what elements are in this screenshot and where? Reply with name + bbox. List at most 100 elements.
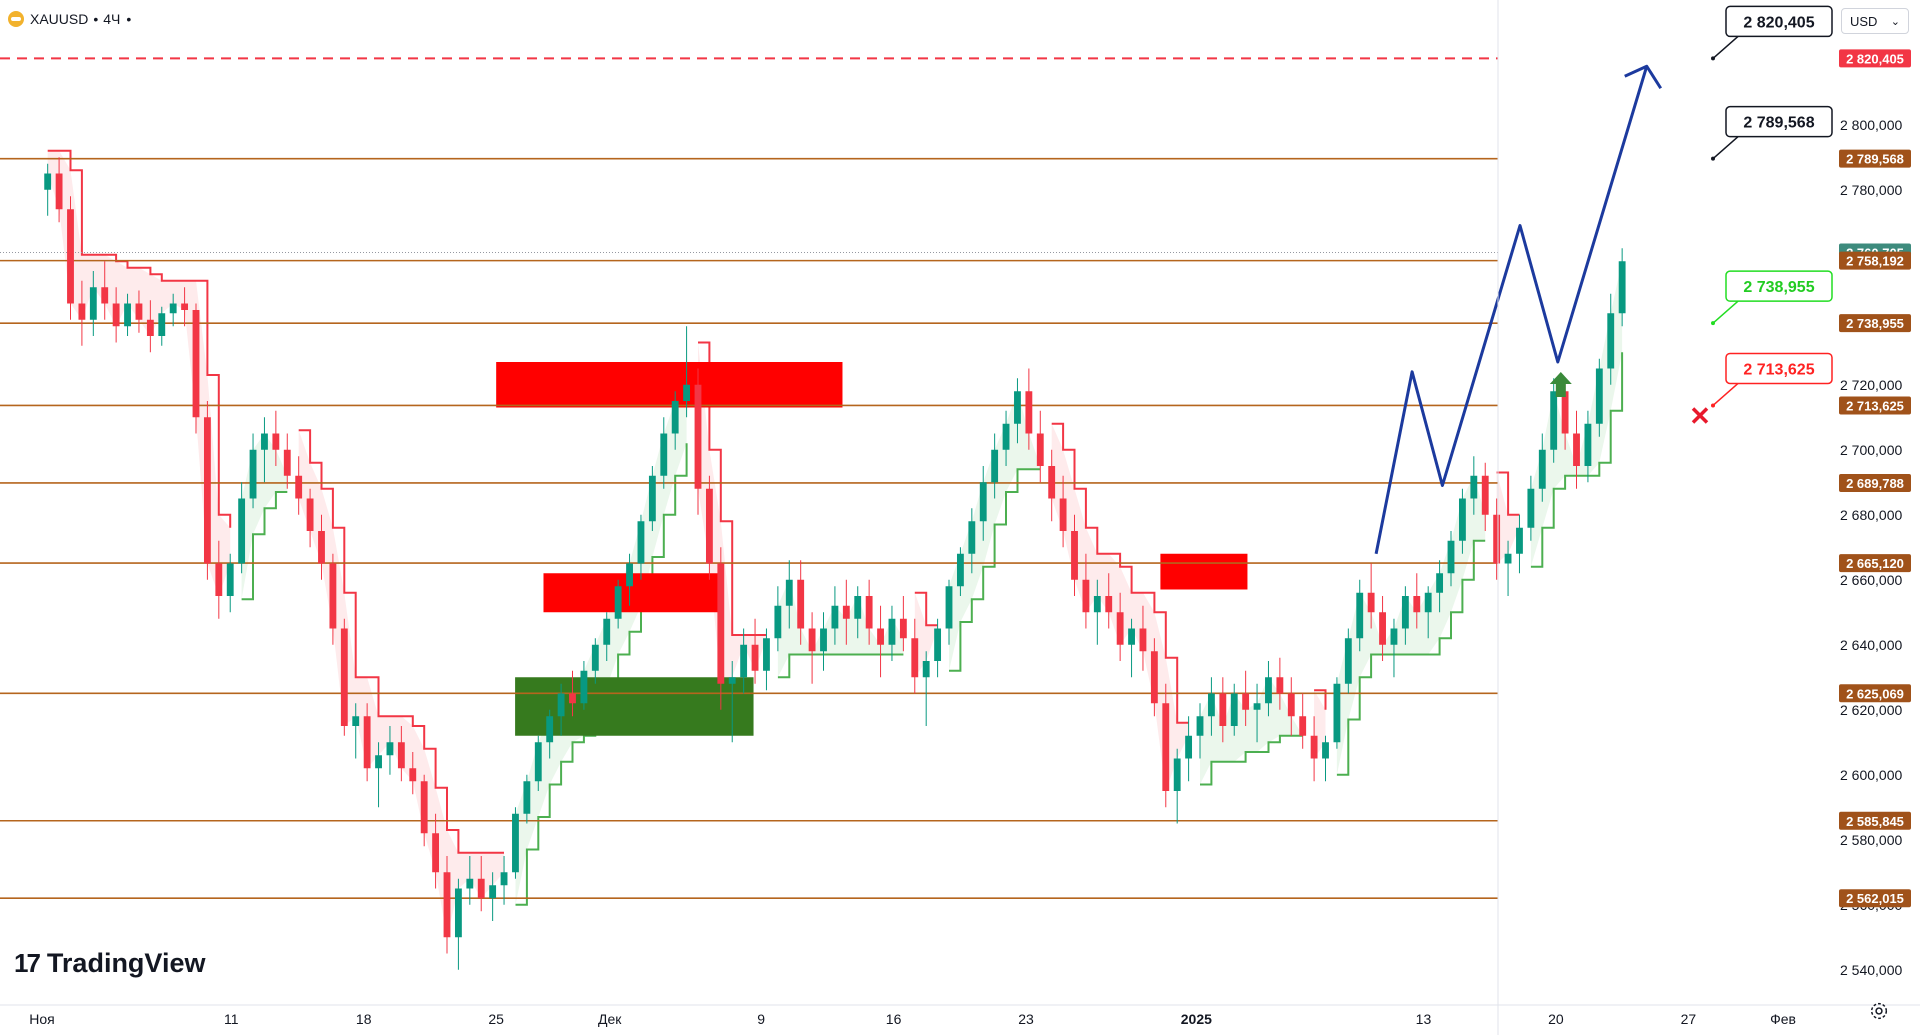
price-tag-label: 2 585,845 bbox=[1846, 814, 1904, 829]
candle-body bbox=[512, 813, 519, 873]
candle-body bbox=[865, 596, 873, 629]
price-callouts: 2 820,405 2 789,568 2 738,955 2 713,625 bbox=[1711, 5, 1833, 408]
symbol-name: XAUUSD bbox=[30, 11, 89, 27]
candle-body bbox=[1116, 612, 1124, 645]
tradingview-logo[interactable]: 17 TradingView bbox=[14, 948, 205, 979]
candle-body bbox=[409, 768, 417, 782]
candle-body bbox=[89, 287, 97, 320]
y-tick-label: 2 640,000 bbox=[1840, 637, 1902, 653]
candle-body bbox=[44, 173, 52, 190]
x-tick-label: 20 bbox=[1548, 1011, 1564, 1027]
y-tick-label: 2 700,000 bbox=[1840, 442, 1902, 458]
candle-body bbox=[922, 661, 930, 678]
candle-body bbox=[1014, 391, 1021, 424]
callout-box bbox=[1725, 270, 1833, 302]
candle-body bbox=[979, 482, 987, 522]
price-tag bbox=[1839, 889, 1911, 908]
candle-body bbox=[1481, 475, 1489, 515]
candle-body bbox=[911, 638, 919, 678]
candle-body bbox=[352, 716, 360, 726]
candle-body bbox=[78, 303, 86, 320]
candle-body bbox=[1573, 433, 1580, 466]
header-dot: • bbox=[126, 11, 132, 27]
candle-body bbox=[1082, 579, 1090, 613]
candle-body bbox=[751, 644, 759, 671]
candle-body bbox=[295, 475, 303, 499]
x-tick-label: 18 bbox=[356, 1011, 372, 1027]
forecast-path bbox=[1374, 64, 1709, 555]
x-tick-label: 13 bbox=[1416, 1011, 1432, 1027]
candle-body bbox=[1458, 498, 1466, 541]
candle-body bbox=[181, 303, 189, 310]
candle-body bbox=[135, 303, 143, 320]
candle-body bbox=[534, 742, 542, 782]
candle-body bbox=[1504, 553, 1512, 564]
trail-green-line bbox=[241, 491, 288, 601]
candle-body bbox=[489, 885, 497, 899]
callout-anchor bbox=[1711, 321, 1715, 326]
candle-body bbox=[956, 553, 964, 587]
y-tick-label: 2 680,000 bbox=[1840, 507, 1902, 523]
price-tag-label: 2 665,120 bbox=[1846, 556, 1904, 571]
callout-anchor bbox=[1711, 56, 1715, 61]
candle-body bbox=[1436, 573, 1444, 593]
candle-body bbox=[1230, 693, 1238, 726]
candle-body bbox=[466, 878, 474, 889]
candle-body bbox=[318, 531, 325, 564]
trail-green-fill bbox=[515, 384, 687, 905]
x-tick-label: 9 bbox=[757, 1011, 765, 1027]
candle-body bbox=[763, 638, 770, 671]
x-tick-label: 16 bbox=[886, 1011, 902, 1027]
candle-body bbox=[1310, 735, 1318, 759]
callout-label: 2 820,405 bbox=[1743, 14, 1814, 31]
candle-body bbox=[705, 488, 713, 564]
candle-body bbox=[158, 313, 166, 336]
candle-body bbox=[1036, 433, 1044, 466]
candle-body bbox=[694, 384, 702, 489]
candle-body bbox=[203, 417, 211, 564]
y-tick-label: 2 720,000 bbox=[1840, 377, 1902, 393]
candle-body bbox=[717, 563, 725, 684]
gear-icon[interactable] bbox=[1868, 1000, 1890, 1022]
candle-body bbox=[1367, 592, 1375, 613]
symbol-header[interactable]: XAUUSD • 4Ч • bbox=[8, 8, 131, 30]
candle-body bbox=[1516, 527, 1523, 554]
callout-box bbox=[1725, 352, 1833, 385]
candle-body bbox=[557, 693, 565, 717]
callout-anchor bbox=[1711, 156, 1715, 161]
currency-selector[interactable]: USD ⌄ bbox=[1841, 8, 1909, 34]
candle-body bbox=[192, 310, 200, 418]
candle-body bbox=[477, 878, 485, 899]
trail-green-line bbox=[949, 468, 1041, 672]
price-tag-label: 2 789,568 bbox=[1846, 152, 1904, 167]
candle-body bbox=[1379, 612, 1386, 645]
candle-body bbox=[1025, 391, 1033, 434]
candle-body bbox=[1253, 703, 1261, 710]
y-tick-label: 2 660,000 bbox=[1840, 572, 1902, 588]
x-tick-label: 11 bbox=[224, 1011, 239, 1027]
candle-body bbox=[569, 693, 576, 704]
price-tag bbox=[1839, 314, 1911, 333]
candle-body bbox=[820, 628, 827, 652]
candle-body bbox=[991, 449, 999, 483]
candle-body bbox=[603, 618, 611, 645]
candle-body bbox=[740, 644, 748, 678]
up-arrow-icon bbox=[1549, 372, 1572, 397]
candle-body bbox=[1356, 592, 1364, 639]
x-tick-label: 23 bbox=[1018, 1011, 1034, 1027]
candle-body bbox=[1059, 498, 1067, 531]
candle-body bbox=[934, 628, 942, 661]
candle-body bbox=[500, 872, 508, 886]
callout-box bbox=[1725, 5, 1833, 38]
candle-body bbox=[1401, 596, 1409, 629]
candle-body bbox=[683, 384, 691, 401]
price-tag bbox=[1839, 396, 1911, 415]
candle-body bbox=[1071, 531, 1078, 580]
red-zone bbox=[496, 362, 843, 408]
candle-body bbox=[1561, 391, 1569, 434]
candle-body bbox=[238, 498, 246, 564]
candle-body bbox=[1185, 735, 1193, 759]
time-axis: Ноя 11 18 25 Дек 9 16 23 2025 13 20 27 Фев bbox=[0, 1004, 1920, 1027]
price-tag-label: 2 689,788 bbox=[1846, 476, 1904, 491]
